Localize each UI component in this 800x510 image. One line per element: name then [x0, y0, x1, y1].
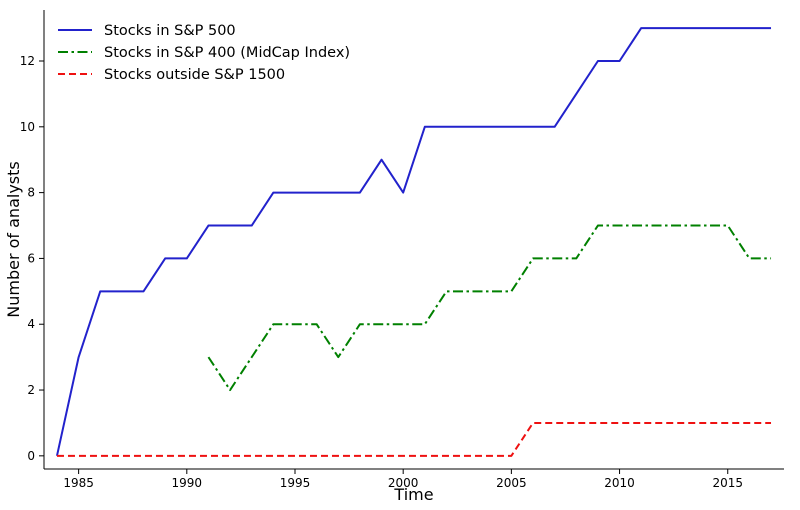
x-axis-title: Time — [393, 485, 433, 504]
x-ticks: 1985 1990 1995 2000 2005 2010 2015 — [63, 469, 743, 490]
y-tick-label: 2 — [27, 383, 35, 397]
legend-label-2: Stocks in S&P 400 (MidCap Index) — [104, 45, 350, 61]
axes — [43, 10, 784, 470]
series-line-2 — [207, 224, 772, 392]
y-tick-label: 12 — [20, 54, 35, 68]
legend: Stocks in S&P 500 Stocks in S&P 400 (MidC… — [58, 23, 350, 83]
x-tick-label: 2015 — [712, 476, 743, 490]
y-tick-label: 8 — [27, 186, 35, 200]
x-tick-label: 2005 — [496, 476, 527, 490]
x-tick-label: 2010 — [604, 476, 635, 490]
legend-label-3: Stocks outside S&P 1500 — [104, 67, 285, 83]
x-tick-label: 1995 — [280, 476, 311, 490]
y-tick-label: 6 — [27, 251, 35, 265]
y-ticks: 0 2 4 6 8 10 12 — [20, 54, 44, 463]
plot-lines — [56, 27, 772, 457]
series-line-1 — [56, 27, 772, 457]
x-tick-label: 2000 — [388, 476, 419, 490]
y-axis-title: Number of analysts — [4, 161, 23, 317]
y-tick-label: 0 — [27, 449, 35, 463]
x-tick-label: 1990 — [172, 476, 203, 490]
legend-label-1: Stocks in S&P 500 — [104, 23, 236, 39]
x-tick-label: 1985 — [63, 476, 94, 490]
y-tick-label: 10 — [20, 120, 35, 134]
series-line-3 — [56, 421, 772, 457]
y-tick-label: 4 — [27, 317, 35, 331]
